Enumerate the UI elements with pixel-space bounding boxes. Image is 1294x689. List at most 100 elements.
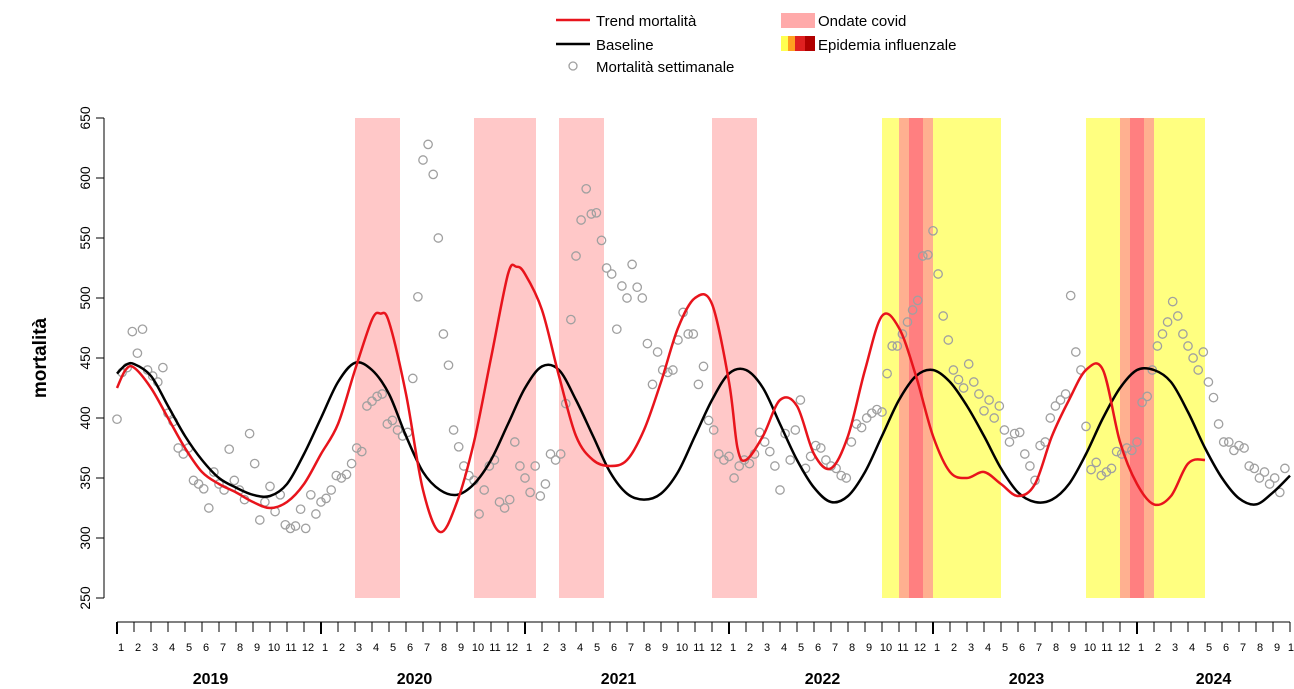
weekly-point bbox=[1070, 347, 1081, 357]
weekly-point bbox=[300, 523, 311, 534]
weekly-point bbox=[254, 515, 265, 525]
weekly-point bbox=[1157, 329, 1168, 339]
x-month-label: 1 bbox=[730, 642, 736, 654]
weekly-point bbox=[872, 404, 882, 415]
x-month-label: 7 bbox=[220, 642, 226, 654]
x-month-label: 6 bbox=[203, 642, 209, 654]
weekly-point bbox=[1081, 421, 1091, 432]
y-tick-label: 350 bbox=[77, 466, 93, 490]
weekly-point bbox=[1239, 443, 1249, 453]
weekly-point bbox=[943, 335, 954, 345]
weekly-point bbox=[1065, 290, 1076, 301]
weekly-point bbox=[912, 295, 923, 306]
x-year-label: 2019 bbox=[193, 671, 229, 688]
weekly-point bbox=[295, 504, 306, 515]
x-month-label: 7 bbox=[1036, 642, 1042, 654]
weekly-point bbox=[637, 293, 648, 303]
weekly-point bbox=[713, 449, 724, 459]
weekly-point bbox=[1193, 365, 1204, 375]
weekly-point bbox=[367, 396, 377, 407]
weekly-point bbox=[265, 481, 275, 492]
x-month-label: 11 bbox=[489, 642, 500, 654]
legend: Trend mortalità Baseline Mortalità setti… bbox=[556, 13, 956, 76]
weekly-point bbox=[224, 444, 235, 455]
x-month-label: 10 bbox=[268, 642, 280, 654]
weekly-point bbox=[525, 487, 535, 498]
weekly-point bbox=[1111, 446, 1122, 457]
weekly-point bbox=[1045, 413, 1056, 423]
weekly-point bbox=[474, 509, 484, 519]
weekly-point bbox=[346, 458, 357, 469]
weekly-point bbox=[647, 379, 658, 390]
y-axis-label: mortalità bbox=[30, 317, 51, 398]
weekly-point bbox=[137, 324, 148, 335]
x-month-label: 12 bbox=[710, 642, 722, 654]
weekly-point bbox=[974, 389, 984, 399]
weekly-point bbox=[861, 413, 872, 423]
weekly-point bbox=[622, 293, 632, 303]
weekly-point bbox=[836, 470, 847, 481]
weekly-point bbox=[586, 209, 597, 219]
x-month-label: 7 bbox=[1240, 642, 1246, 654]
x-month-label: 1 bbox=[118, 642, 124, 654]
weekly-point bbox=[229, 475, 240, 486]
x-month-label: 8 bbox=[1053, 642, 1059, 654]
weekly-point bbox=[1019, 449, 1030, 459]
weekly-point bbox=[494, 497, 505, 507]
weekly-point bbox=[535, 491, 546, 501]
weekly-point bbox=[1244, 461, 1255, 471]
x-month-label: 10 bbox=[472, 642, 484, 654]
weekly-point bbox=[979, 405, 989, 416]
weekly-point bbox=[1162, 317, 1173, 327]
x-month-label: 6 bbox=[815, 642, 821, 654]
weekly-point bbox=[994, 401, 1005, 411]
x-month-label: 7 bbox=[424, 642, 430, 654]
weekly-point bbox=[627, 259, 637, 270]
x-month-label: 3 bbox=[968, 642, 974, 654]
y-tick-label: 300 bbox=[77, 526, 93, 550]
x-month-label: 5 bbox=[798, 642, 804, 654]
weekly-point bbox=[1264, 479, 1275, 489]
weekly-point bbox=[887, 341, 898, 351]
weekly-point bbox=[566, 314, 576, 325]
weekly-point bbox=[1142, 391, 1153, 402]
weekly-point bbox=[632, 282, 643, 293]
weekly-point bbox=[1172, 311, 1183, 321]
weekly-point bbox=[892, 341, 903, 351]
weekly-point bbox=[515, 461, 525, 471]
weekly-point bbox=[1127, 445, 1137, 456]
weekly-point bbox=[1055, 395, 1066, 405]
weekly-point bbox=[698, 361, 709, 372]
weekly-point bbox=[688, 329, 699, 339]
x-month-label: 6 bbox=[407, 642, 413, 654]
weekly-point bbox=[841, 473, 852, 483]
weekly-point bbox=[642, 338, 653, 349]
weekly-point bbox=[1091, 457, 1102, 468]
weekly-point bbox=[601, 263, 612, 273]
weekly-point bbox=[693, 379, 704, 390]
weekly-point bbox=[1167, 296, 1178, 307]
legend-baseline-label: Baseline bbox=[596, 37, 654, 54]
x-month-label: 7 bbox=[628, 642, 634, 654]
x-month-label: 4 bbox=[985, 642, 991, 654]
weekly-point bbox=[193, 479, 204, 489]
weekly-point bbox=[1050, 401, 1061, 411]
weekly-point bbox=[418, 155, 428, 165]
weekly-point bbox=[112, 414, 122, 425]
x-month-label: 2 bbox=[747, 642, 753, 654]
x-month-label: 11 bbox=[1101, 642, 1112, 654]
x-month-label: 5 bbox=[390, 642, 396, 654]
weekly-point bbox=[377, 389, 388, 399]
x-month-label: 5 bbox=[594, 642, 600, 654]
weekly-point bbox=[938, 311, 949, 321]
x-month-label: 11 bbox=[897, 642, 908, 654]
legend-covid-swatch bbox=[781, 13, 815, 28]
weekly-points bbox=[112, 139, 1290, 534]
x-month-label: 8 bbox=[237, 642, 243, 654]
y-tick-label: 600 bbox=[77, 166, 93, 190]
weekly-point bbox=[1218, 437, 1229, 447]
weekly-point bbox=[209, 467, 219, 477]
weekly-point bbox=[1254, 473, 1265, 483]
y-tick-label: 500 bbox=[77, 286, 93, 310]
